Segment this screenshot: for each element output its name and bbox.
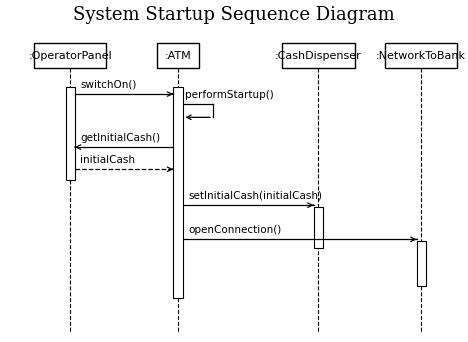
Text: openConnection(): openConnection() bbox=[188, 225, 281, 235]
Text: setInitialCash(initialCash): setInitialCash(initialCash) bbox=[188, 191, 322, 201]
Text: performStartup(): performStartup() bbox=[185, 90, 274, 100]
Text: System Startup Sequence Diagram: System Startup Sequence Diagram bbox=[73, 6, 395, 24]
Bar bbox=[385, 43, 458, 68]
Bar bbox=[157, 43, 199, 68]
Text: switchOn(): switchOn() bbox=[80, 80, 137, 90]
Text: :CashDispenser: :CashDispenser bbox=[275, 51, 362, 61]
Text: :ATM: :ATM bbox=[164, 51, 191, 61]
Bar bbox=[282, 43, 355, 68]
Text: getInitialCash(): getInitialCash() bbox=[80, 133, 161, 143]
Bar bbox=[417, 241, 426, 286]
Text: initialCash: initialCash bbox=[80, 155, 136, 165]
Bar bbox=[314, 207, 323, 248]
Bar bbox=[34, 43, 107, 68]
Text: :OperatorPanel: :OperatorPanel bbox=[29, 51, 112, 61]
Text: :NetworkToBank: :NetworkToBank bbox=[376, 51, 466, 61]
Bar bbox=[66, 87, 75, 180]
Bar bbox=[173, 87, 183, 298]
